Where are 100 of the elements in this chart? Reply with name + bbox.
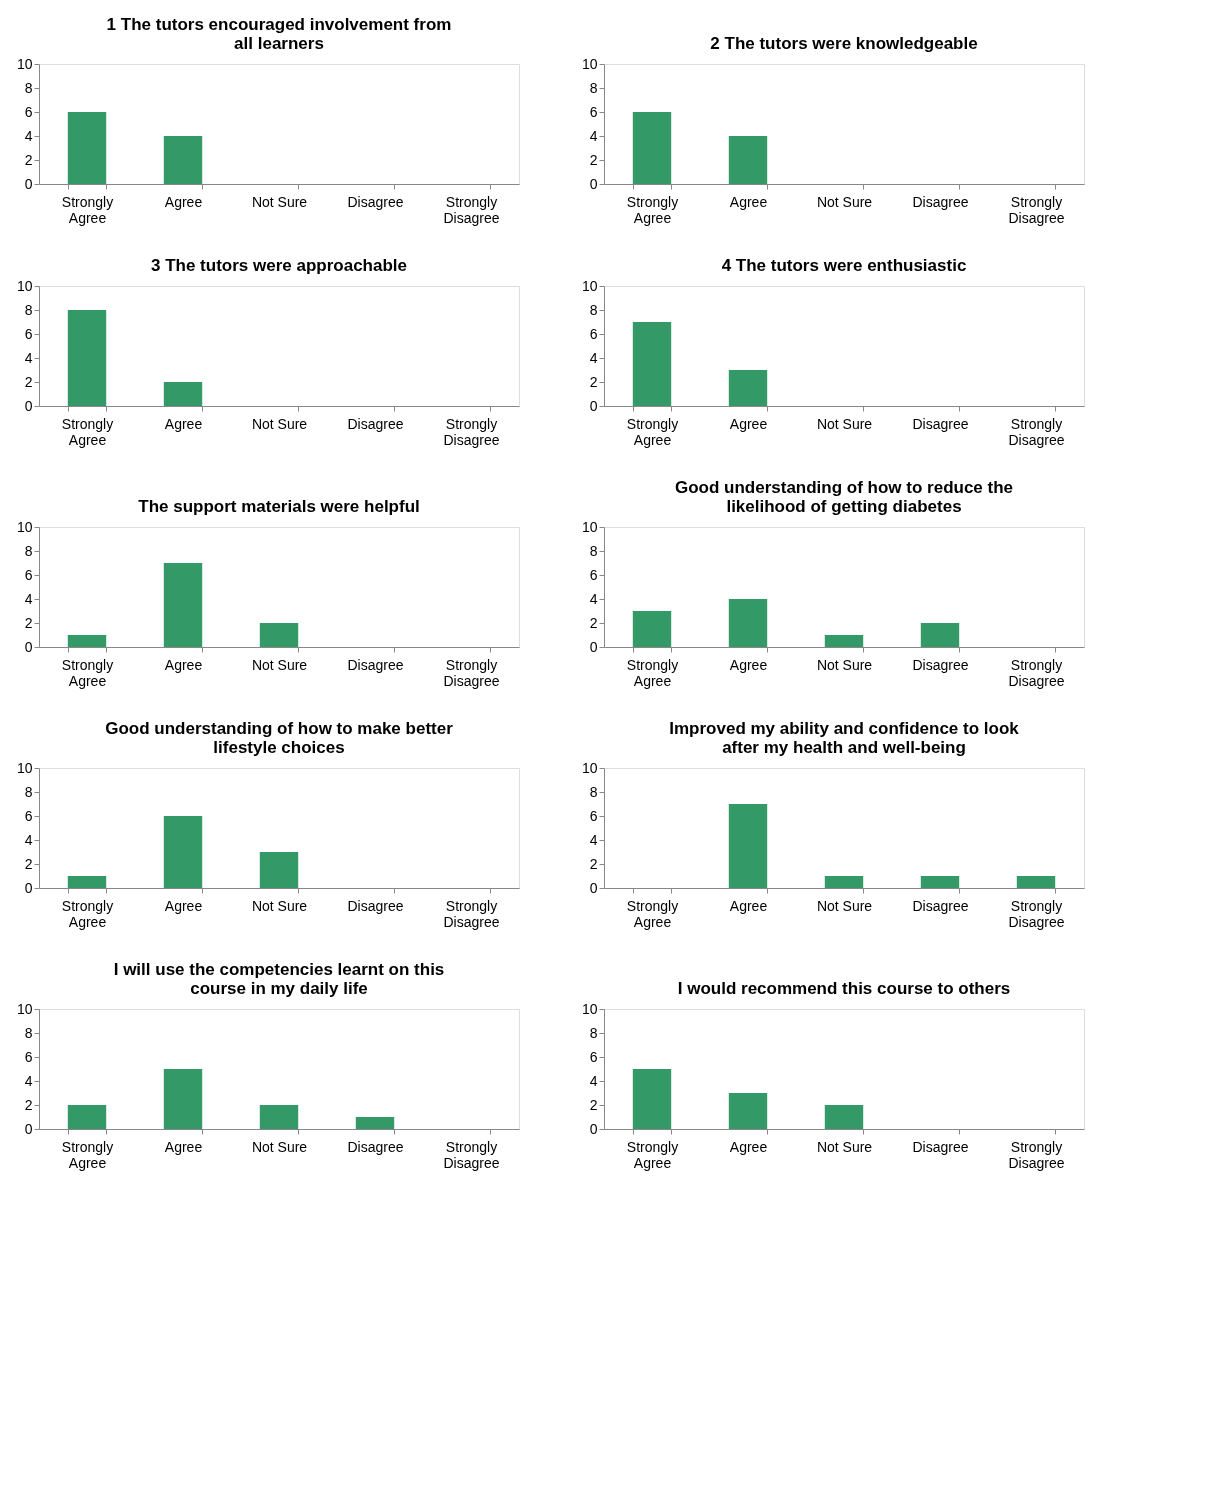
x-tick-label: Agree — [164, 1138, 203, 1155]
x-tick-label: Disagree — [347, 193, 404, 210]
y-tick-label: 2 — [24, 151, 33, 168]
y-tick-label: 10 — [16, 518, 33, 535]
y-tick-label: 10 — [16, 277, 33, 294]
x-tick-label: Agree — [729, 415, 768, 432]
x-tick-label: Strongly Disagree — [443, 656, 500, 689]
x-tick-label: Strongly Agree — [61, 656, 114, 689]
y-tick-label: 10 — [581, 1000, 598, 1017]
bar — [824, 1105, 864, 1129]
y-tick-label: 0 — [24, 879, 33, 896]
bar — [355, 1117, 395, 1129]
y-tick-label: 4 — [24, 831, 33, 848]
chart-title: The support materials were helpful — [138, 497, 420, 516]
chart-title: I would recommend this course to others — [677, 979, 1011, 998]
x-tick-label: Strongly Disagree — [1008, 1138, 1065, 1171]
y-tick-label: 0 — [24, 1120, 33, 1137]
x-tick-label: Disagree — [912, 415, 969, 432]
y-tick-label: 6 — [589, 103, 598, 120]
y-tick-label: 2 — [589, 373, 598, 390]
y-tick-label: 4 — [24, 1072, 33, 1089]
y-tick-label: 2 — [24, 1096, 33, 1113]
x-tick-label: Strongly Disagree — [1008, 193, 1065, 226]
bar — [67, 876, 107, 888]
x-tick-label: Strongly Agree — [626, 656, 679, 689]
y-tick-label: 10 — [581, 55, 598, 72]
x-tick-label: Agree — [729, 1138, 768, 1155]
x-tick-label: Not Sure — [251, 193, 308, 210]
chart-title: Good understanding of how to reduce the likelihood of getting diabetes — [674, 478, 1014, 516]
bar — [728, 1093, 768, 1129]
x-tick-label: Not Sure — [816, 193, 873, 210]
y-tick-label: 10 — [16, 55, 33, 72]
y-tick-label: 0 — [24, 175, 33, 192]
y-tick-label: 2 — [589, 1096, 598, 1113]
bar — [824, 635, 864, 647]
x-tick-label: Agree — [729, 897, 768, 914]
y-tick-label: 8 — [589, 79, 598, 96]
bar — [728, 599, 768, 647]
x-tick-label: Not Sure — [816, 1138, 873, 1155]
y-tick-label: 6 — [24, 325, 33, 342]
y-tick-label: 6 — [589, 1048, 598, 1065]
x-tick-label: Strongly Disagree — [1008, 897, 1065, 930]
y-tick-label: 8 — [24, 1024, 33, 1041]
y-tick-label: 8 — [24, 301, 33, 318]
y-tick-label: 4 — [589, 590, 598, 607]
bar — [632, 611, 672, 647]
y-tick-label: 0 — [589, 638, 598, 655]
chart-title: I will use the competencies learnt on this course in my daily life — [113, 960, 445, 998]
y-tick-label: 2 — [589, 614, 598, 631]
y-tick-label: 8 — [24, 79, 33, 96]
y-tick-label: 10 — [16, 1000, 33, 1017]
chart-title: 3 The tutors were approachable — [150, 256, 408, 275]
y-tick-label: 10 — [581, 759, 598, 776]
chart-title: 2 The tutors were knowledgeable — [710, 34, 978, 53]
bar — [163, 1069, 203, 1129]
y-tick-label: 6 — [589, 807, 598, 824]
bar — [920, 623, 960, 647]
x-tick-label: Not Sure — [816, 415, 873, 432]
y-tick-label: 6 — [24, 807, 33, 824]
bar — [67, 635, 107, 647]
x-tick-label: Disagree — [912, 656, 969, 673]
y-tick-label: 8 — [589, 301, 598, 318]
y-tick-label: 10 — [581, 518, 598, 535]
x-tick-label: Agree — [164, 897, 203, 914]
y-tick-label: 2 — [589, 151, 598, 168]
y-tick-label: 8 — [24, 783, 33, 800]
x-tick-label: Disagree — [912, 1138, 969, 1155]
bar — [259, 1105, 299, 1129]
y-tick-label: 4 — [589, 127, 598, 144]
y-tick-label: 2 — [24, 855, 33, 872]
y-tick-label: 0 — [24, 638, 33, 655]
x-tick-label: Agree — [164, 415, 203, 432]
bar — [259, 623, 299, 647]
y-tick-label: 4 — [24, 127, 33, 144]
chart-title: 4 The tutors were enthusiastic — [721, 256, 967, 275]
y-tick-label: 6 — [24, 103, 33, 120]
y-tick-label: 8 — [589, 542, 598, 559]
x-tick-label: Strongly Disagree — [1008, 415, 1065, 448]
x-tick-label: Disagree — [912, 193, 969, 210]
chart-title: Improved my ability and confidence to look after my health and well-being — [669, 719, 1020, 757]
y-tick-label: 0 — [24, 397, 33, 414]
y-tick-label: 4 — [589, 349, 598, 366]
x-tick-label: Not Sure — [251, 415, 308, 432]
y-tick-label: 8 — [24, 542, 33, 559]
x-tick-label: Strongly Agree — [61, 1138, 114, 1171]
y-tick-label: 10 — [581, 277, 598, 294]
x-tick-label: Strongly Disagree — [443, 193, 500, 226]
x-tick-label: Agree — [164, 193, 203, 210]
x-tick-label: Strongly Agree — [626, 897, 679, 930]
y-tick-label: 6 — [24, 566, 33, 583]
x-tick-label: Strongly Disagree — [443, 1138, 500, 1171]
y-tick-label: 6 — [589, 325, 598, 342]
y-tick-label: 2 — [24, 614, 33, 631]
x-tick-label: Strongly Agree — [61, 193, 114, 226]
y-tick-label: 4 — [24, 590, 33, 607]
x-tick-label: Not Sure — [251, 656, 308, 673]
x-tick-label: Disagree — [347, 415, 404, 432]
y-tick-label: 0 — [589, 175, 598, 192]
x-tick-label: Not Sure — [816, 897, 873, 914]
x-tick-label: Strongly Agree — [626, 193, 679, 226]
